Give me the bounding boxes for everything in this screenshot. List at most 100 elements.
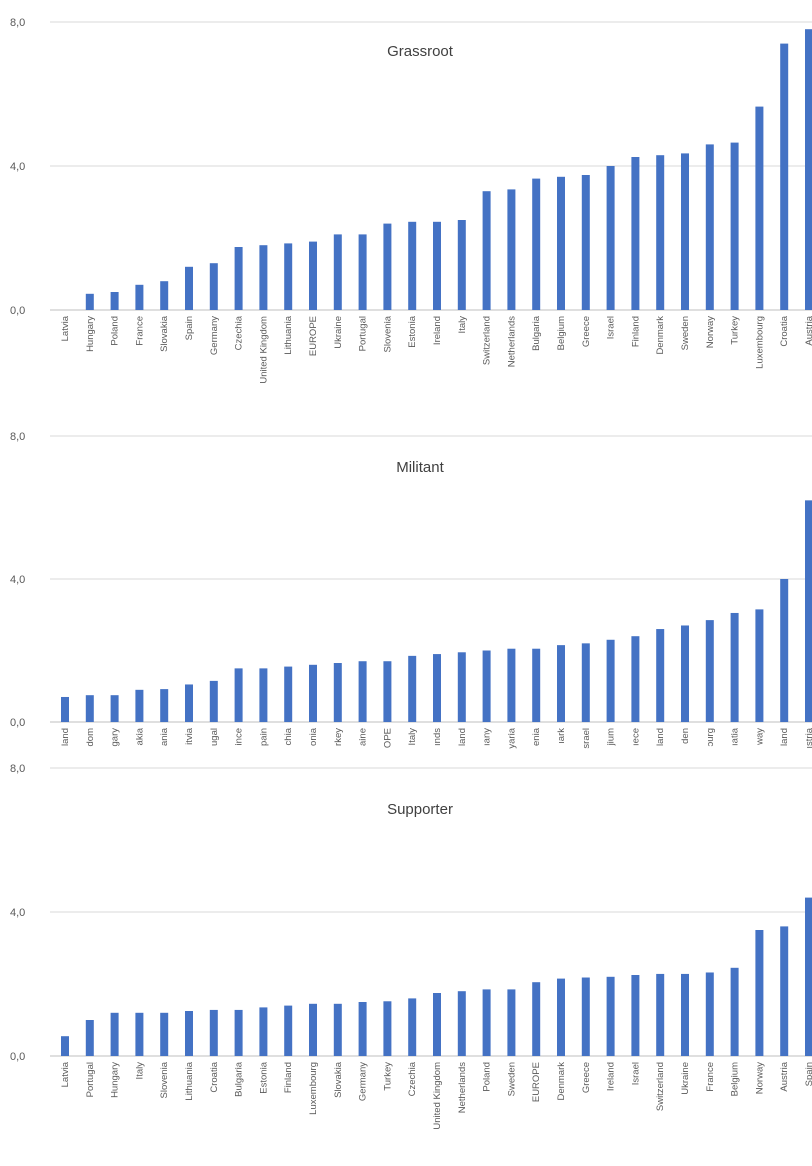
bar [209, 680, 218, 722]
category-label: ugal [209, 728, 220, 746]
category-label: Denmark [655, 316, 666, 355]
category-label: Greece [581, 316, 592, 347]
bar [85, 695, 94, 722]
category-label: Portugal [85, 1062, 96, 1097]
bar [160, 281, 169, 310]
bar [61, 696, 69, 722]
category-label: Turkey [382, 1062, 393, 1091]
bar [284, 1005, 293, 1056]
bar [135, 284, 144, 310]
category-label: rkey [333, 728, 344, 746]
bar [532, 982, 541, 1056]
category-label: chia [283, 727, 294, 745]
bar [234, 668, 243, 722]
category-label: land [60, 728, 71, 746]
category-label: aine [358, 728, 369, 746]
bar [135, 689, 144, 722]
category-label: Spain [184, 316, 195, 340]
bar [482, 191, 491, 310]
bar [780, 579, 789, 722]
category-label: Germany [209, 316, 220, 355]
category-label: ıany [482, 728, 493, 746]
category-label: dom [85, 728, 96, 747]
bar [532, 648, 541, 722]
category-label: Greece [581, 1062, 592, 1093]
bar [656, 155, 665, 310]
category-label: Switzerland [482, 316, 493, 365]
category-label: pain [258, 728, 269, 746]
bar [284, 666, 293, 722]
bar [557, 176, 565, 310]
category-label: Ireland [432, 316, 443, 345]
bar [383, 661, 392, 722]
category-label: France [705, 1062, 716, 1092]
bar [408, 998, 417, 1056]
category-label: Poland [482, 1062, 493, 1092]
bar [730, 612, 739, 722]
category-label: Latvia [60, 1061, 71, 1087]
category-label: Croatia [779, 315, 790, 346]
bar [358, 234, 367, 310]
bar [482, 650, 491, 722]
category-label: itvia [184, 727, 195, 745]
category-label: Denmark [556, 1062, 567, 1101]
category-label: Estonia [407, 315, 418, 347]
y-tick-label: 0,0 [10, 717, 25, 729]
bar [110, 1012, 119, 1056]
bar [507, 989, 516, 1056]
chart-title: Grassroot [387, 43, 454, 60]
category-label: Croatia [209, 1061, 220, 1092]
bar [259, 1007, 268, 1056]
bar [532, 178, 541, 310]
bar [457, 991, 466, 1056]
bar [457, 220, 466, 310]
category-label: Czechia [407, 1061, 418, 1096]
panel-supporter: 0,0 4,0 8,0 Supporter Latvia Portugal Hungary I… [10, 763, 812, 1130]
bar [631, 636, 640, 722]
bar [358, 1002, 367, 1056]
category-label: Ukraine [333, 316, 344, 349]
y-tick-label: 0,0 [10, 305, 25, 317]
category-label: Czechia [234, 315, 245, 350]
bar [780, 43, 789, 310]
bar [259, 245, 268, 310]
category-label: Lithuania [184, 1061, 195, 1100]
category-label: enia [531, 727, 542, 746]
bar [160, 689, 169, 722]
category-label: Sweden [506, 1062, 517, 1096]
chart-title: Supporter [387, 801, 453, 818]
bar [755, 609, 764, 722]
category-label: Estonia [258, 1061, 269, 1093]
category-label: ania [159, 727, 170, 746]
category-label: ɔurg [705, 728, 716, 746]
category-label: Israel [630, 1062, 641, 1085]
bar [433, 654, 441, 722]
category-label: Italy [457, 316, 468, 334]
category-label: Norway [754, 1062, 765, 1094]
bar [433, 221, 441, 310]
bar [507, 189, 516, 310]
category-label: akia [134, 727, 145, 745]
category-label: Ireland [606, 1062, 617, 1091]
category-label: jium [606, 728, 617, 747]
category-label: Austria [779, 1061, 790, 1091]
category-label: ıece [630, 728, 641, 746]
category-label: Italy [134, 1062, 145, 1080]
bar [309, 664, 317, 722]
bar [705, 620, 714, 722]
category-label: EUROPE [531, 1062, 542, 1102]
bar [631, 975, 640, 1056]
bar [755, 106, 764, 310]
bar [581, 977, 590, 1056]
bar [730, 967, 739, 1056]
category-label: Ukraine [680, 1062, 691, 1095]
y-tick-label: 4,0 [10, 907, 25, 919]
bar [705, 972, 714, 1056]
bar [185, 684, 193, 722]
bar [557, 645, 565, 722]
category-label: Poland [110, 316, 121, 346]
bar [309, 1003, 317, 1056]
bar [581, 643, 590, 722]
category-label: Slovenia [382, 315, 393, 352]
category-label: Latvia [60, 315, 71, 341]
